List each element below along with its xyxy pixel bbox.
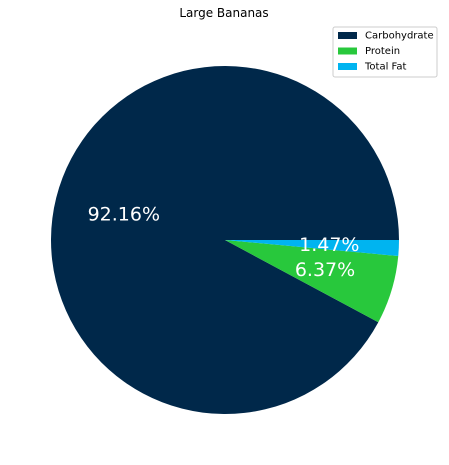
slice-label-total-fat: 1.47% [299, 234, 359, 256]
slice-label-carbohydrate: 92.16% [88, 204, 160, 226]
legend-label-protein: Protein [365, 46, 400, 57]
pie-slice-total-fat [225, 240, 399, 257]
labels-layer: 92.16% 6.37% 1.47% [88, 204, 360, 282]
legend-label-total-fat: Total Fat [364, 62, 406, 73]
chart-title: Large Bananas [179, 6, 268, 20]
pie-slice-protein [225, 240, 399, 323]
legend-swatch-protein [338, 47, 357, 55]
legend-items: Carbohydrate Protein Total Fat [338, 31, 434, 73]
slice-label-protein: 6.37% [295, 259, 355, 281]
legend-frame [332, 26, 438, 78]
legend-swatch-total-fat [338, 63, 357, 70]
legend-label-carbohydrate: Carbohydrate [365, 31, 434, 42]
legend: Carbohydrate Protein Total Fat [332, 26, 438, 78]
legend-swatch-carbohydrate [338, 32, 357, 39]
slices-layer [50, 66, 399, 414]
pie-slice-carbohydrate [50, 66, 399, 414]
